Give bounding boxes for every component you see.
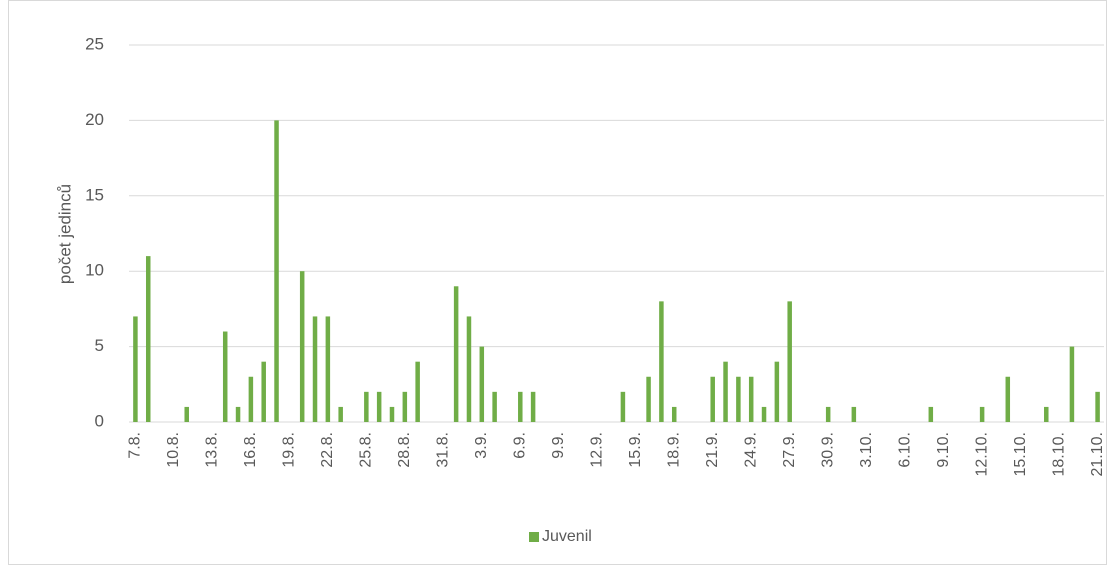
bar bbox=[1005, 376, 1011, 422]
x-tick-label: 15.9. bbox=[627, 432, 644, 468]
bar bbox=[1069, 346, 1075, 422]
y-axis-label: počet jedinců bbox=[55, 184, 74, 284]
y-tick-label: 20 bbox=[85, 110, 104, 129]
x-tick-label: 10.8. bbox=[165, 432, 182, 468]
bar bbox=[145, 256, 151, 422]
x-tick-label: 12.10. bbox=[973, 432, 990, 476]
x-tick-label: 6.9. bbox=[512, 432, 529, 459]
legend-swatch bbox=[529, 532, 539, 542]
x-tick-label: 27.9. bbox=[781, 432, 798, 468]
bar bbox=[1044, 406, 1049, 422]
bar bbox=[389, 406, 395, 422]
bar bbox=[928, 406, 934, 422]
bar bbox=[415, 361, 420, 422]
x-tick-label: 31.8. bbox=[435, 432, 452, 468]
bar bbox=[620, 391, 626, 422]
x-tick-label: 3.9. bbox=[473, 432, 490, 459]
bar bbox=[325, 316, 331, 422]
x-tick-label: 21.10. bbox=[1089, 432, 1106, 476]
bar bbox=[646, 376, 651, 422]
bar bbox=[453, 286, 459, 422]
bar bbox=[723, 361, 728, 422]
x-tick-label: 13.8. bbox=[204, 432, 221, 468]
bar bbox=[530, 391, 536, 422]
bar bbox=[479, 346, 485, 422]
legend-label: Juvenil bbox=[542, 528, 592, 545]
x-tick-label: 24.9. bbox=[742, 432, 759, 468]
x-tick-label: 22.8. bbox=[319, 432, 336, 468]
bar bbox=[184, 406, 189, 422]
bar bbox=[466, 316, 472, 422]
bar bbox=[787, 301, 792, 422]
bar bbox=[222, 331, 228, 422]
x-tick-label: 19.8. bbox=[281, 432, 298, 468]
bar bbox=[979, 406, 985, 422]
bar bbox=[659, 301, 664, 422]
bar bbox=[736, 376, 741, 422]
bar bbox=[248, 376, 254, 422]
y-tick-label: 5 bbox=[95, 336, 104, 355]
bar bbox=[402, 391, 408, 422]
x-tick-label: 7.8. bbox=[127, 432, 144, 459]
bar bbox=[235, 406, 241, 422]
x-tick-label: 9.10. bbox=[935, 432, 952, 468]
bar bbox=[761, 406, 767, 422]
x-tick-label: 12.9. bbox=[588, 432, 605, 468]
x-tick-label: 18.10. bbox=[1050, 432, 1067, 476]
bar bbox=[376, 391, 382, 422]
x-tick-label: 15.10. bbox=[1012, 432, 1029, 476]
bar bbox=[851, 406, 857, 422]
x-tick-label: 18.9. bbox=[665, 432, 682, 468]
bar bbox=[133, 316, 138, 422]
bar bbox=[299, 271, 305, 422]
bar bbox=[710, 376, 715, 422]
y-tick-label: 15 bbox=[85, 185, 104, 204]
x-tick-label: 25.8. bbox=[358, 432, 375, 468]
bar bbox=[518, 391, 523, 422]
x-tick-label: 28.8. bbox=[396, 432, 413, 468]
bar bbox=[671, 406, 677, 422]
bar bbox=[312, 316, 318, 422]
bar bbox=[338, 406, 343, 422]
x-tick-label: 3.10. bbox=[858, 432, 875, 468]
bar bbox=[825, 406, 831, 422]
x-tick-label: 21.9. bbox=[704, 432, 721, 468]
x-tick-label: 6.10. bbox=[896, 432, 913, 468]
x-tick-label: 30.9. bbox=[819, 432, 836, 468]
bar bbox=[774, 361, 780, 422]
y-tick-label: 10 bbox=[85, 261, 104, 280]
x-tick-label: 16.8. bbox=[242, 432, 259, 468]
bar bbox=[492, 391, 497, 422]
chart-frame bbox=[8, 0, 1107, 565]
y-tick-label: 0 bbox=[95, 411, 104, 430]
bar bbox=[1095, 391, 1100, 422]
bar bbox=[364, 391, 369, 422]
bar bbox=[261, 361, 266, 422]
bar bbox=[748, 376, 754, 422]
x-tick-label: 9.9. bbox=[550, 432, 567, 459]
bar bbox=[274, 120, 279, 423]
y-tick-label: 25 bbox=[85, 34, 104, 53]
